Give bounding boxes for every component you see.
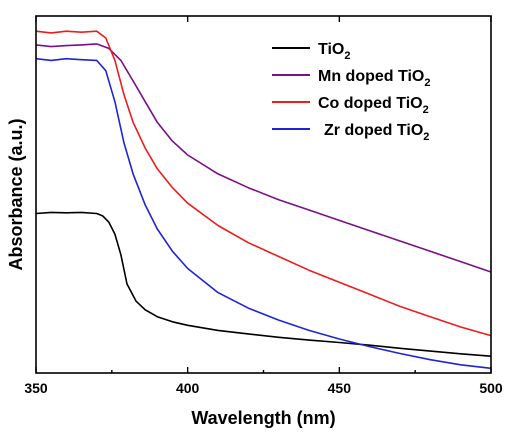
legend-label-3: Co doped TiO2	[318, 95, 429, 116]
legend-subscript-3: 2	[423, 104, 429, 116]
legend-label-4: Zr doped TiO2	[324, 122, 429, 143]
x-ticks: 350 400 450 500	[24, 16, 503, 396]
series-line-4	[35, 57, 492, 370]
x-tick-label-450: 450	[328, 380, 352, 396]
x-axis-title: Wavelength (nm)	[191, 408, 335, 428]
legend-label-1: TiO2	[318, 41, 351, 62]
legend-subscript-1: 2	[344, 50, 350, 62]
series-layer	[35, 30, 492, 370]
legend: TiO2 Mn doped TiO2 Co doped TiO2 Zr doped T…	[272, 41, 430, 143]
series-line-1	[35, 211, 492, 357]
y-axis-title: Absorbance (a.u.)	[6, 118, 26, 270]
x-tick-label-400: 400	[176, 380, 200, 396]
x-tick-label-350: 350	[24, 380, 48, 396]
legend-subscript-4: 2	[423, 131, 429, 143]
series-line-2	[35, 43, 492, 273]
series-line-3	[35, 30, 492, 337]
x-tick-label-500: 500	[479, 380, 503, 396]
legend-subscript-2: 2	[424, 77, 430, 89]
legend-label-2: Mn doped TiO2	[318, 68, 430, 89]
